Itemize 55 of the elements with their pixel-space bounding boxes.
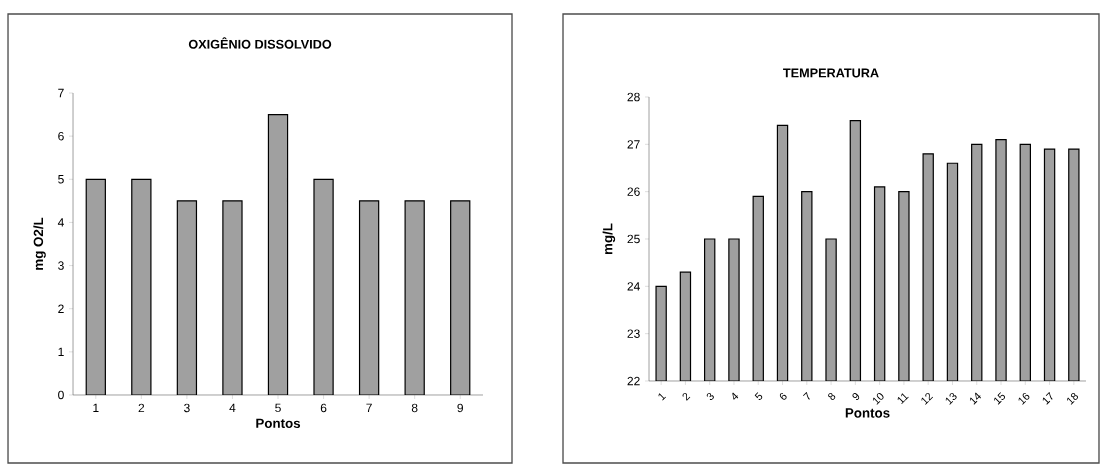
chart-title: TEMPERATURA [783, 68, 879, 78]
x-tick-label: 17 [1042, 392, 1053, 405]
bar [358, 200, 380, 395]
x-tick-label: 5 [275, 403, 281, 413]
x-tick-label: 14 [969, 392, 981, 405]
y-tick-label: 28 [627, 92, 640, 102]
bar [85, 178, 106, 395]
y-tick-label: 26 [627, 187, 640, 196]
x-tick-label: 9 [852, 393, 860, 400]
x-tick-label: 1 [93, 403, 99, 412]
y-tick-label: 23 [627, 329, 640, 338]
bar [131, 178, 152, 395]
x-tick-label: 18 [1067, 392, 1078, 405]
y-tick-label: 24 [627, 282, 640, 291]
y-tick-label: 7 [58, 88, 64, 98]
y-tick-label: 2 [58, 304, 64, 313]
x-axis-title: Pontos [845, 408, 890, 418]
y-tick-label: 3 [58, 261, 64, 270]
x-tick-label: 16 [1018, 392, 1030, 405]
y-tick-label: 0 [58, 390, 64, 400]
x-tick-label: 11 [897, 393, 909, 405]
x-tick-label: 4 [732, 392, 739, 400]
y-tick-label: 6 [58, 131, 64, 141]
x-tick-label: 2 [138, 403, 145, 413]
bar [267, 113, 289, 395]
x-tick-label: 7 [802, 392, 810, 400]
x-tick-label: 6 [779, 392, 787, 400]
y-tick-label: 25 [627, 234, 640, 244]
bar [404, 200, 425, 395]
y-tick-label: 4 [57, 218, 64, 227]
x-tick-label: 7 [366, 403, 372, 412]
y-axis-title: mg/L [602, 223, 616, 255]
x-tick-label: 8 [828, 392, 836, 401]
x-tick-label: 1 [658, 393, 666, 401]
x-tick-label: 15 [994, 392, 1006, 405]
x-tick-label: 12 [921, 392, 934, 405]
y-tick-label: 27 [627, 140, 640, 149]
y-tick-label: 1 [58, 347, 64, 356]
x-tick-label: 5 [754, 392, 763, 400]
bar [176, 200, 198, 395]
x-tick-label: 6 [320, 403, 327, 413]
x-tick-label: 3 [184, 403, 190, 413]
chart-title: OXIGÊNIO DISSOLVIDO [188, 37, 332, 49]
x-tick-label: 9 [457, 403, 463, 413]
y-tick-label: 22 [627, 376, 640, 386]
y-tick-label: 5 [58, 175, 64, 184]
x-axis-title: Pontos [256, 418, 301, 428]
bar [450, 200, 471, 395]
x-tick-label: 8 [411, 403, 418, 413]
x-tick-label: 13 [945, 392, 957, 405]
x-tick-label: 3 [706, 392, 714, 401]
x-tick-label: 10 [872, 393, 884, 405]
x-tick-label: 2 [682, 392, 691, 401]
y-axis-title: mg O2/L [33, 217, 46, 270]
x-tick-label: 4 [229, 403, 236, 412]
